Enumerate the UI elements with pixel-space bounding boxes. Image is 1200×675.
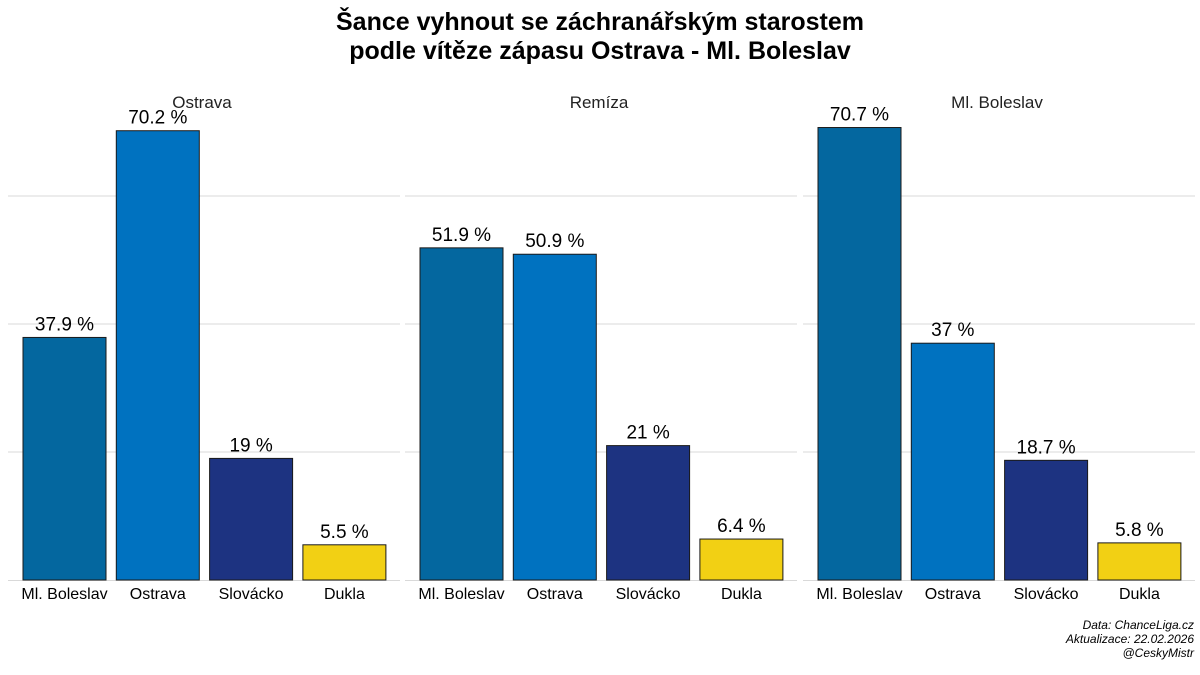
chart-title-line-1: Šance vyhnout se záchranářským starostem [335, 8, 864, 36]
panel-title-ostrava: Ostrava [172, 93, 232, 112]
data-label: 21 % [626, 423, 669, 444]
x-tick-label: Dukla [324, 586, 365, 603]
chart-footer: Data: ChanceLiga.cz Aktualizace: 22.02.2… [1066, 618, 1194, 660]
bar-ml-boleslav [817, 127, 902, 581]
bar-dukla [699, 538, 784, 581]
x-tick-label: Slovácko [1014, 586, 1079, 603]
x-tick-label: Slovácko [616, 586, 681, 603]
x-tick-label: Dukla [1119, 586, 1160, 603]
bar-ostrava [115, 130, 200, 581]
x-tick-label: Ml. Boleslav [816, 586, 902, 603]
x-tick-label: Slovácko [219, 586, 284, 603]
x-tick-label: Ostrava [925, 586, 981, 603]
chart-title-line-2: podle vítěze zápasu Ostrava - Ml. Bolesl… [349, 37, 851, 65]
data-label: 5.8 % [1115, 520, 1164, 541]
data-label: 51.9 % [432, 225, 491, 246]
data-label: 70.7 % [830, 105, 889, 126]
x-tick-label: Ml. Boleslav [21, 586, 107, 603]
bar-ml-boleslav [22, 336, 107, 581]
data-label: 50.9 % [525, 231, 584, 252]
data-label: 19 % [229, 435, 272, 456]
data-label: 70.2 % [128, 108, 187, 129]
panel-title-ml-boleslav: Ml. Boleslav [951, 93, 1043, 112]
panel-title-remiza: Remíza [570, 93, 629, 112]
bar-slovacko [1004, 459, 1089, 581]
bar-ostrava [512, 253, 597, 581]
x-tick-label: Ostrava [130, 586, 186, 603]
bar-dukla [302, 544, 387, 581]
x-tick-label: Ml. Boleslav [418, 586, 504, 603]
bar-ostrava [910, 342, 995, 581]
data-label: 5.5 % [320, 522, 369, 543]
data-label: 37 % [931, 320, 974, 341]
data-label: 18.7 % [1017, 437, 1076, 458]
chart-title: Šance vyhnout se záchranářským starostem… [0, 8, 1200, 66]
bar-dukla [1097, 542, 1182, 581]
footer-source: Data: ChanceLiga.cz [1082, 618, 1194, 632]
data-label: 6.4 % [717, 516, 766, 537]
bar-slovacko [209, 457, 294, 581]
x-tick-label: Dukla [721, 586, 762, 603]
bar-slovacko [606, 445, 691, 581]
x-tick-label: Ostrava [527, 586, 583, 603]
footer-handle: @CeskyMistr [1122, 646, 1194, 660]
bar-ml-boleslav [419, 247, 504, 581]
data-label: 37.9 % [35, 314, 94, 335]
footer-updated: Aktualizace: 22.02.2026 [1065, 632, 1194, 646]
